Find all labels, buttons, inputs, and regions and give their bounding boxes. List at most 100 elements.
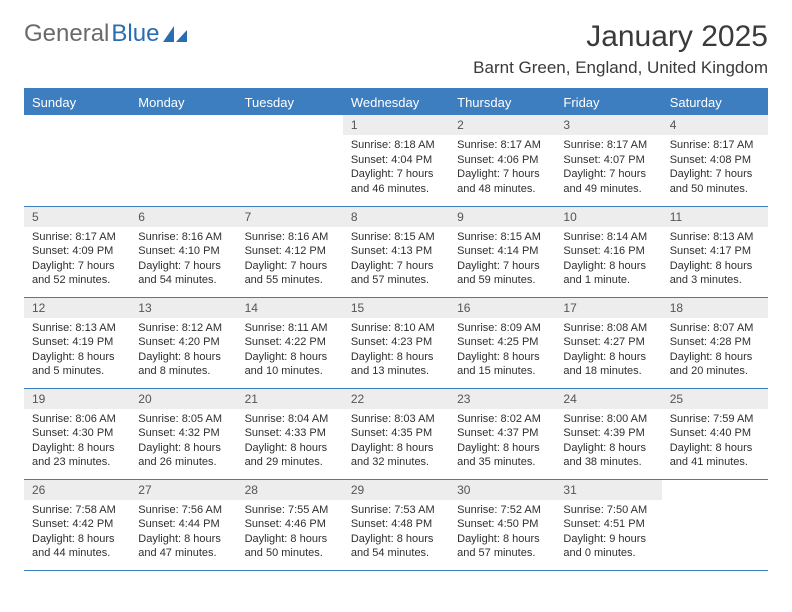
calendar-cell: 10Sunrise: 8:14 AM Sunset: 4:16 PM Dayli… [555,206,661,297]
day-details: Sunrise: 8:14 AM Sunset: 4:16 PM Dayligh… [555,227,661,292]
day-number: 18 [662,298,768,318]
day-number: 6 [130,207,236,227]
day-details: Sunrise: 8:17 AM Sunset: 4:09 PM Dayligh… [24,227,130,292]
day-number: 12 [24,298,130,318]
day-details: Sunrise: 8:07 AM Sunset: 4:28 PM Dayligh… [662,318,768,383]
location-text: Barnt Green, England, United Kingdom [473,58,768,78]
weekday-header-row: Sunday Monday Tuesday Wednesday Thursday… [24,89,768,115]
day-details: Sunrise: 8:15 AM Sunset: 4:13 PM Dayligh… [343,227,449,292]
calendar-cell: .. [237,115,343,206]
day-details: Sunrise: 8:06 AM Sunset: 4:30 PM Dayligh… [24,409,130,474]
calendar-cell: 19Sunrise: 8:06 AM Sunset: 4:30 PM Dayli… [24,388,130,479]
day-number: 31 [555,480,661,500]
calendar-cell: 17Sunrise: 8:08 AM Sunset: 4:27 PM Dayli… [555,297,661,388]
day-number: 2 [449,115,555,135]
day-number: 27 [130,480,236,500]
day-details: Sunrise: 8:11 AM Sunset: 4:22 PM Dayligh… [237,318,343,383]
day-number: 8 [343,207,449,227]
weekday-header: Saturday [662,89,768,115]
weekday-header: Sunday [24,89,130,115]
calendar-cell: 2Sunrise: 8:17 AM Sunset: 4:06 PM Daylig… [449,115,555,206]
day-number: 4 [662,115,768,135]
calendar-cell: 12Sunrise: 8:13 AM Sunset: 4:19 PM Dayli… [24,297,130,388]
day-details: Sunrise: 8:03 AM Sunset: 4:35 PM Dayligh… [343,409,449,474]
day-details: Sunrise: 8:13 AM Sunset: 4:17 PM Dayligh… [662,227,768,292]
calendar-cell: 15Sunrise: 8:10 AM Sunset: 4:23 PM Dayli… [343,297,449,388]
calendar-cell: 26Sunrise: 7:58 AM Sunset: 4:42 PM Dayli… [24,479,130,570]
calendar-cell: 14Sunrise: 8:11 AM Sunset: 4:22 PM Dayli… [237,297,343,388]
calendar-row: 5Sunrise: 8:17 AM Sunset: 4:09 PM Daylig… [24,206,768,297]
day-number: 3 [555,115,661,135]
day-number: 9 [449,207,555,227]
calendar-cell: 31Sunrise: 7:50 AM Sunset: 4:51 PM Dayli… [555,479,661,570]
day-number: 22 [343,389,449,409]
day-details: Sunrise: 8:16 AM Sunset: 4:10 PM Dayligh… [130,227,236,292]
calendar-cell: 29Sunrise: 7:53 AM Sunset: 4:48 PM Dayli… [343,479,449,570]
day-number: 16 [449,298,555,318]
day-details: Sunrise: 8:13 AM Sunset: 4:19 PM Dayligh… [24,318,130,383]
day-number: 25 [662,389,768,409]
day-details: Sunrise: 8:17 AM Sunset: 4:08 PM Dayligh… [662,135,768,200]
day-number: 15 [343,298,449,318]
day-number: 30 [449,480,555,500]
day-number: 17 [555,298,661,318]
day-number: 20 [130,389,236,409]
day-number: 26 [24,480,130,500]
day-details: Sunrise: 8:05 AM Sunset: 4:32 PM Dayligh… [130,409,236,474]
day-details: Sunrise: 8:08 AM Sunset: 4:27 PM Dayligh… [555,318,661,383]
calendar-cell: 24Sunrise: 8:00 AM Sunset: 4:39 PM Dayli… [555,388,661,479]
day-details: Sunrise: 7:52 AM Sunset: 4:50 PM Dayligh… [449,500,555,565]
calendar-cell: .. [662,479,768,570]
day-details: Sunrise: 8:00 AM Sunset: 4:39 PM Dayligh… [555,409,661,474]
day-details: Sunrise: 8:17 AM Sunset: 4:07 PM Dayligh… [555,135,661,200]
calendar-row: 12Sunrise: 8:13 AM Sunset: 4:19 PM Dayli… [24,297,768,388]
day-number: 11 [662,207,768,227]
day-details: Sunrise: 8:02 AM Sunset: 4:37 PM Dayligh… [449,409,555,474]
day-details: Sunrise: 7:58 AM Sunset: 4:42 PM Dayligh… [24,500,130,565]
calendar-cell: 6Sunrise: 8:16 AM Sunset: 4:10 PM Daylig… [130,206,236,297]
calendar-cell: 11Sunrise: 8:13 AM Sunset: 4:17 PM Dayli… [662,206,768,297]
calendar-cell: 13Sunrise: 8:12 AM Sunset: 4:20 PM Dayli… [130,297,236,388]
month-title: January 2025 [473,20,768,54]
day-details: Sunrise: 8:09 AM Sunset: 4:25 PM Dayligh… [449,318,555,383]
day-details: Sunrise: 7:50 AM Sunset: 4:51 PM Dayligh… [555,500,661,565]
calendar-cell: 7Sunrise: 8:16 AM Sunset: 4:12 PM Daylig… [237,206,343,297]
day-details: Sunrise: 8:10 AM Sunset: 4:23 PM Dayligh… [343,318,449,383]
weekday-header: Thursday [449,89,555,115]
calendar-row: 26Sunrise: 7:58 AM Sunset: 4:42 PM Dayli… [24,479,768,570]
calendar-cell: 16Sunrise: 8:09 AM Sunset: 4:25 PM Dayli… [449,297,555,388]
logo: GeneralBlue [24,20,189,48]
calendar-cell: 9Sunrise: 8:15 AM Sunset: 4:14 PM Daylig… [449,206,555,297]
day-details: Sunrise: 8:12 AM Sunset: 4:20 PM Dayligh… [130,318,236,383]
day-details: Sunrise: 7:53 AM Sunset: 4:48 PM Dayligh… [343,500,449,565]
day-number: 5 [24,207,130,227]
logo-text-general: General [24,20,109,48]
day-details: Sunrise: 8:17 AM Sunset: 4:06 PM Dayligh… [449,135,555,200]
calendar-cell: 4Sunrise: 8:17 AM Sunset: 4:08 PM Daylig… [662,115,768,206]
day-number: 7 [237,207,343,227]
day-number: 23 [449,389,555,409]
day-number: 21 [237,389,343,409]
calendar-cell: 25Sunrise: 7:59 AM Sunset: 4:40 PM Dayli… [662,388,768,479]
day-details: Sunrise: 8:16 AM Sunset: 4:12 PM Dayligh… [237,227,343,292]
day-details: Sunrise: 8:15 AM Sunset: 4:14 PM Dayligh… [449,227,555,292]
calendar-cell: .. [24,115,130,206]
weekday-header: Friday [555,89,661,115]
calendar-row: ......1Sunrise: 8:18 AM Sunset: 4:04 PM … [24,115,768,206]
calendar-cell: .. [130,115,236,206]
day-details: Sunrise: 8:04 AM Sunset: 4:33 PM Dayligh… [237,409,343,474]
day-number: 14 [237,298,343,318]
weekday-header: Wednesday [343,89,449,115]
calendar-cell: 30Sunrise: 7:52 AM Sunset: 4:50 PM Dayli… [449,479,555,570]
day-number: 10 [555,207,661,227]
calendar-row: 19Sunrise: 8:06 AM Sunset: 4:30 PM Dayli… [24,388,768,479]
day-details: Sunrise: 7:55 AM Sunset: 4:46 PM Dayligh… [237,500,343,565]
calendar-cell: 27Sunrise: 7:56 AM Sunset: 4:44 PM Dayli… [130,479,236,570]
day-number: 29 [343,480,449,500]
calendar-cell: 20Sunrise: 8:05 AM Sunset: 4:32 PM Dayli… [130,388,236,479]
calendar-cell: 1Sunrise: 8:18 AM Sunset: 4:04 PM Daylig… [343,115,449,206]
day-number: 19 [24,389,130,409]
calendar-cell: 21Sunrise: 8:04 AM Sunset: 4:33 PM Dayli… [237,388,343,479]
calendar-cell: 8Sunrise: 8:15 AM Sunset: 4:13 PM Daylig… [343,206,449,297]
day-number: 28 [237,480,343,500]
